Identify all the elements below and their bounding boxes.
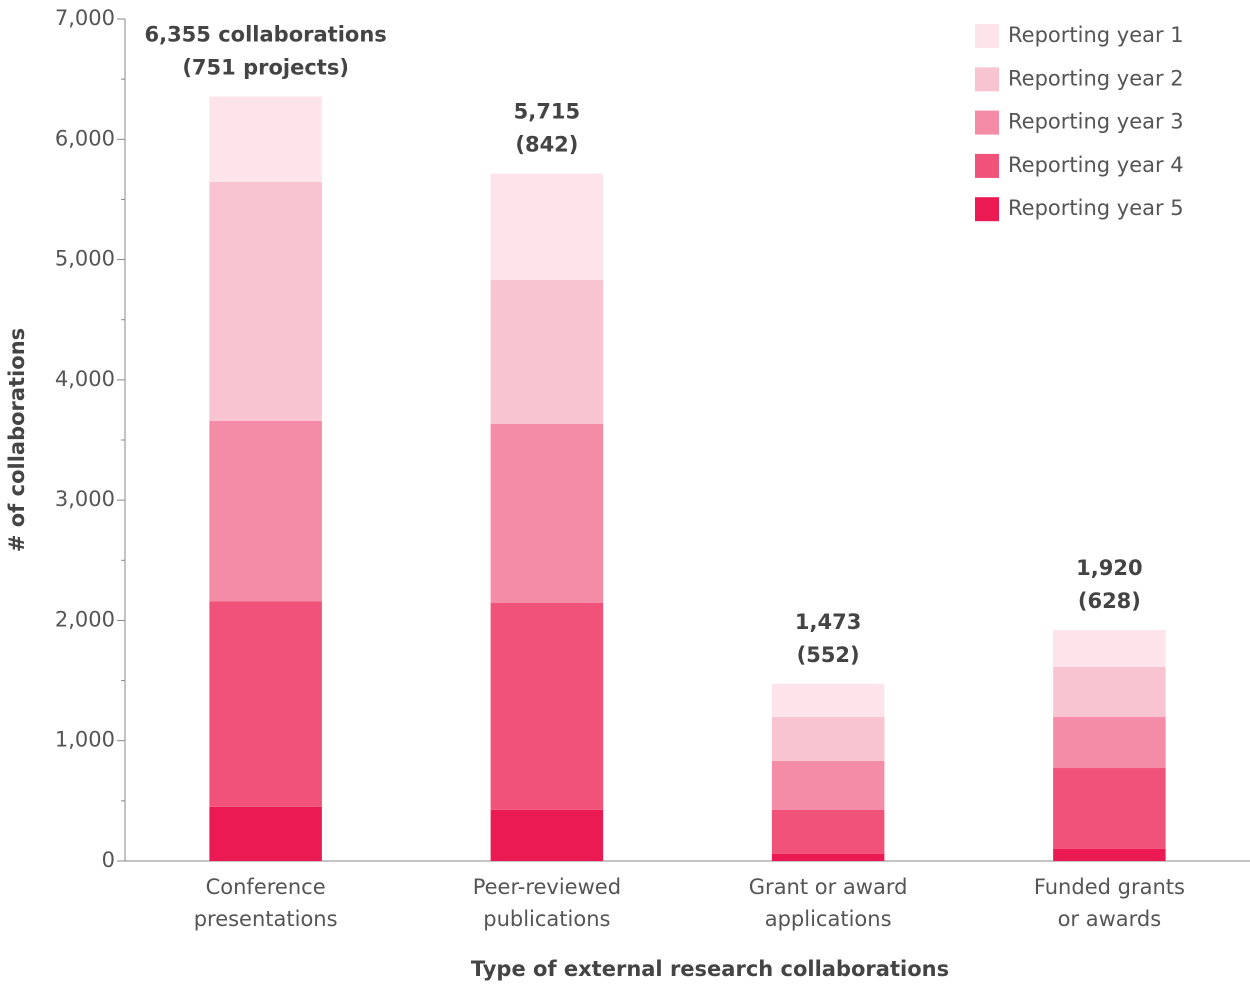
bar-segment (490, 423, 604, 603)
legend-swatch (975, 24, 999, 48)
bar-segment (209, 806, 322, 861)
total-label: (628) (1078, 589, 1141, 613)
bar-segment (1053, 717, 1166, 769)
x-tick-label: Conference (206, 875, 326, 899)
legend-swatch (975, 67, 999, 92)
x-tick-label: publications (483, 907, 610, 931)
total-label: (751 projects) (182, 56, 349, 80)
bar-segment (1053, 768, 1166, 849)
y-axis-title: # of collaborations (5, 328, 29, 552)
y-tick-label: 1,000 (55, 728, 115, 752)
y-tick-label: 4,000 (55, 367, 115, 391)
bar-segment (209, 601, 322, 807)
bar-segment (1053, 630, 1166, 667)
y-tick-label: 5,000 (55, 247, 115, 271)
bar-segment (1053, 848, 1166, 861)
bar-segment (771, 761, 885, 810)
x-axis-title: Type of external research collaborations (471, 957, 949, 981)
bar-segment (771, 809, 885, 855)
bar-segment (209, 420, 322, 602)
x-tick-label: presentations (194, 907, 338, 931)
legend-label: Reporting year 1 (1008, 23, 1184, 47)
y-tick-label: 3,000 (55, 487, 115, 511)
total-label: 6,355 collaborations (144, 23, 386, 47)
bar-segment (1053, 666, 1166, 718)
legend-swatch (975, 153, 999, 178)
bar-segment (771, 717, 885, 762)
y-tick-label: 2,000 (55, 607, 115, 631)
bar-segment (771, 683, 885, 718)
bar-segment (771, 854, 885, 861)
total-label: (552) (797, 643, 860, 667)
bar-segment (490, 173, 604, 281)
total-label: 5,715 (514, 100, 580, 124)
bar-segment (209, 96, 322, 182)
x-tick-label: Funded grants (1034, 875, 1185, 899)
x-tick-label: or awards (1058, 907, 1162, 931)
legend-label: Reporting year 2 (1008, 66, 1184, 90)
y-tick-label: 6,000 (55, 126, 115, 150)
legend-label: Reporting year 3 (1008, 110, 1184, 134)
x-tick-label: applications (765, 907, 892, 931)
y-tick-label: 0 (102, 848, 115, 872)
legend-label: Reporting year 4 (1008, 153, 1184, 177)
legend-label: Reporting year 5 (1008, 196, 1184, 220)
legend-swatch (975, 110, 999, 135)
total-label: (842) (515, 133, 578, 157)
bar-segment (490, 280, 604, 424)
x-tick-label: Grant or award (749, 875, 908, 899)
legend-swatch (975, 197, 999, 222)
x-tick-label: Peer-reviewed (473, 875, 621, 899)
bar-segment (209, 181, 322, 421)
bar-segment (490, 809, 604, 861)
total-label: 1,473 (795, 610, 861, 634)
total-label: 1,920 (1076, 556, 1142, 580)
y-tick-label: 7,000 (55, 6, 115, 30)
bar-segment (490, 602, 604, 810)
